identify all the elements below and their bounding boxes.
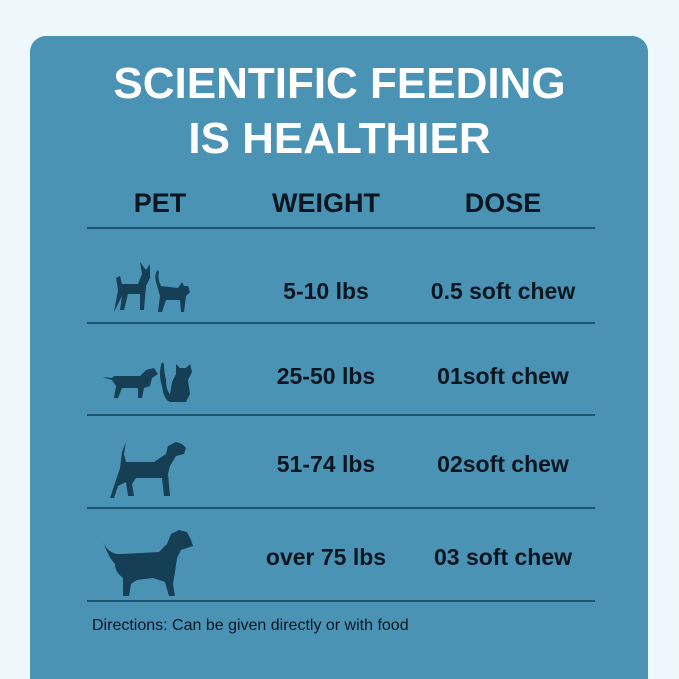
title-line-1: SCIENTIFIC FEEDING [113,59,566,108]
large-dog-icon [101,528,197,600]
row3-dose: 02soft chew [437,451,569,477]
divider [87,414,595,416]
medium-dog-icon [106,440,192,500]
header-weight: WEIGHT [272,188,380,218]
small-dog-and-cat-icon [104,260,194,315]
row1-dose: 0.5 soft chew [430,278,576,304]
header-dose: DOSE [464,188,542,218]
row4-dose: 03 soft chew [433,544,573,570]
row1-weight: 5-10 lbs [283,278,369,304]
row2-dose: 01soft chew [437,363,569,389]
directions-note: Directions: Can be given directly or wit… [92,617,409,634]
divider [87,227,595,229]
dachshund-and-sitting-cat-icon [100,360,200,405]
header-pet: PET [133,188,187,218]
divider [87,507,595,509]
row4-weight: over 75 lbs [265,544,387,570]
title-line-2: IS HEALTHIER [188,114,491,163]
divider [87,322,595,324]
row3-weight: 51-74 lbs [276,451,376,477]
row2-weight: 25-50 lbs [276,363,376,389]
divider [87,600,595,602]
